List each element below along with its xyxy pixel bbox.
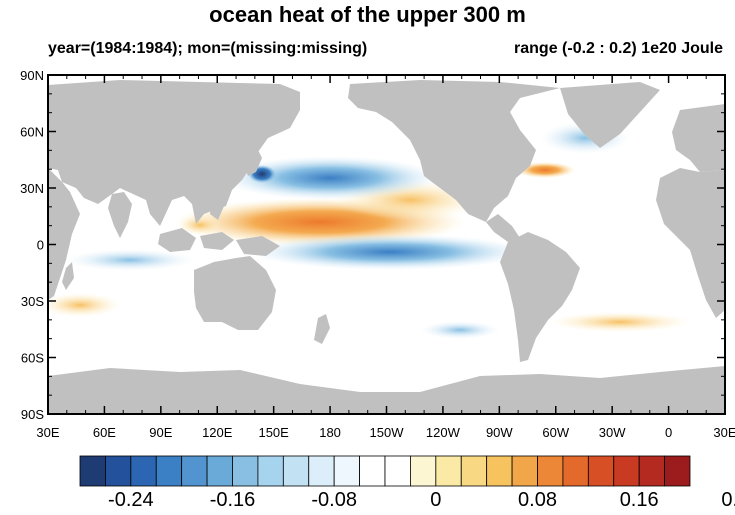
colorbar-label: 0.24 — [721, 489, 735, 511]
southern-indian-warm-anomaly — [48, 293, 120, 317]
land-japan — [244, 146, 262, 176]
north-pacific-cool-anomaly — [220, 156, 440, 200]
lon-label: 30E — [36, 425, 59, 440]
value-range-subtitle: range (-0.2 : 0.2) 1e20 Joule — [514, 40, 723, 57]
colorbar-swatch — [638, 455, 665, 487]
colorbar-label: -0.16 — [210, 489, 256, 511]
lon-label: 30E — [713, 425, 735, 440]
map-plot-area — [48, 75, 725, 414]
land-central-america — [486, 214, 520, 242]
land-australia — [194, 256, 276, 330]
land-india — [108, 192, 132, 238]
colorbar-swatch — [384, 455, 411, 487]
land-greenland — [560, 82, 660, 148]
south-equatorial-cool-anomaly — [250, 234, 530, 270]
colorbar-swatch — [486, 455, 513, 487]
colorbar-swatch — [410, 455, 437, 487]
land-philippines — [210, 190, 224, 220]
lat-label: 60N — [20, 125, 44, 140]
map-title: ocean heat of the upper 300 m — [209, 2, 526, 27]
land-africa-west — [656, 168, 725, 318]
land-new-zealand — [314, 314, 330, 344]
colorbar-label: 0 — [430, 489, 441, 511]
colorbar-swatch — [511, 455, 538, 487]
colorbar-label: -0.08 — [311, 489, 357, 511]
land-africa-east — [48, 168, 80, 300]
longitude-labels: 30E 60E 90E 120E 150E 180 150W 120W 90W 60W 30W 0 30… — [36, 425, 735, 440]
colorbar-swatch — [308, 455, 335, 487]
colorbar-label: 0.16 — [620, 489, 659, 511]
colorbar-swatch — [359, 455, 386, 487]
colorbar-swatch — [257, 455, 284, 487]
land-indonesia-east — [200, 232, 234, 250]
colorbar-label: 0.08 — [518, 489, 557, 511]
colorbar-swatch — [155, 455, 183, 487]
colorbar-swatch — [282, 455, 310, 487]
colorbar-swatch — [537, 455, 564, 487]
lon-label: 30W — [599, 425, 626, 440]
land-indonesia-west — [158, 228, 196, 252]
lon-label: 150W — [370, 425, 405, 440]
colorbar-swatch — [664, 455, 691, 487]
time-range-subtitle: year=(1984:1984); mon=(missing:missing) — [48, 40, 368, 57]
lat-label: 30N — [20, 181, 44, 196]
land-masses — [48, 80, 725, 414]
lat-label: 90N — [20, 68, 44, 83]
colorbar-swatch — [181, 455, 208, 487]
colorbar-swatch — [79, 455, 106, 487]
south-atlantic-warm-anomaly — [550, 312, 690, 332]
colorbar-swatch — [562, 455, 589, 487]
south-pacific-cool-anomaly — [420, 321, 500, 339]
lat-label: 30S — [21, 294, 44, 309]
anomaly-field — [48, 122, 690, 339]
colorbar-swatch — [130, 455, 157, 487]
colorbar-swatch — [105, 455, 132, 487]
lon-label: 150E — [258, 425, 289, 440]
land-south-america — [500, 232, 580, 362]
lon-label: 60W — [542, 425, 569, 440]
indian-ocean-cool-anomaly — [65, 249, 195, 271]
land-new-guinea — [236, 236, 280, 256]
lat-label: 60S — [21, 351, 44, 366]
latitude-labels: 90N 60N 30N 0 30S 60S 90S — [20, 68, 44, 422]
lat-label: 90S — [21, 407, 44, 422]
maritime-continent-warm-anomaly — [178, 215, 222, 235]
land-north-america — [348, 80, 560, 222]
lon-label: 60E — [93, 425, 116, 440]
axis-ticks — [47, 74, 726, 415]
land-antarctica — [48, 366, 725, 414]
land-europe — [672, 104, 725, 172]
colorbar-label: -0.24 — [108, 489, 154, 511]
lon-label: 90E — [149, 425, 172, 440]
lon-label: 180 — [319, 425, 341, 440]
colorbar-swatch — [232, 455, 259, 487]
colorbar-swatch — [613, 455, 640, 487]
colorbar-swatch — [435, 455, 462, 487]
colorbar-swatch — [333, 455, 360, 487]
lon-label: 120W — [426, 425, 461, 440]
lat-label: 0 — [37, 238, 44, 253]
land-madagascar — [62, 262, 74, 290]
colorbar-swatch — [206, 455, 233, 487]
land-eurasia — [48, 80, 300, 226]
colorbar-swatch — [587, 455, 615, 487]
lon-label: 120E — [202, 425, 233, 440]
colorbar: -0.24 -0.16 -0.08 0 0.08 0.16 0.24 — [79, 455, 735, 511]
colorbar-swatch — [460, 455, 488, 487]
lon-label: 0 — [665, 425, 672, 440]
lon-label: 90W — [486, 425, 513, 440]
